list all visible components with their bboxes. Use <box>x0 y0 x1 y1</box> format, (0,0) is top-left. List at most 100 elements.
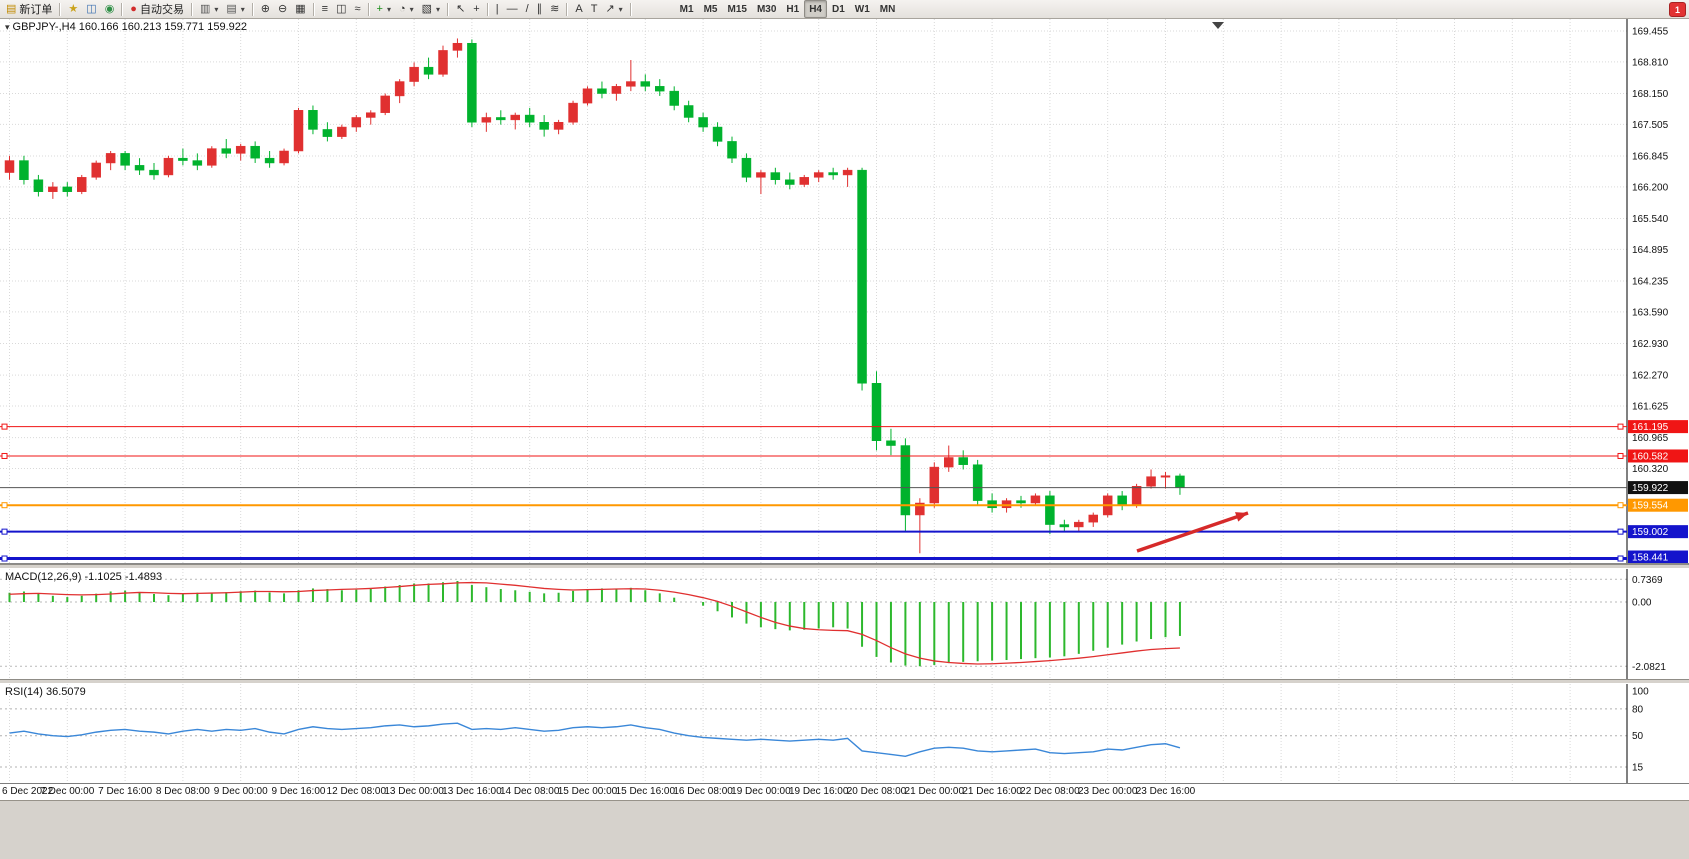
time-label: 22 Dec 08:00 <box>1020 786 1080 797</box>
dropdown-arrow-icon[interactable]: ▾ <box>436 4 441 14</box>
price-tag <box>1628 449 1688 463</box>
time-label: 21 Dec 00:00 <box>904 786 965 797</box>
data-window-button[interactable]: ◫ <box>82 0 100 18</box>
zoom-in-button[interactable]: ⊕ <box>257 0 274 18</box>
time-label: 23 Dec 16:00 <box>1135 786 1196 797</box>
indicators-icon: + <box>376 2 383 15</box>
time-label: 9 Dec 16:00 <box>271 786 326 797</box>
timeframe-h1[interactable]: H1 <box>786 3 800 15</box>
horizontal-line-button[interactable]: — <box>503 0 522 18</box>
text-icon: A <box>575 2 583 15</box>
line-chart-icon: ≈ <box>354 2 361 15</box>
svg-text:159.002: 159.002 <box>1632 527 1669 538</box>
timeframe-m15[interactable]: M15 <box>727 3 747 15</box>
toolbar-separator <box>367 2 370 16</box>
zoom-out-button[interactable]: ⊖ <box>274 0 291 18</box>
timeframe-mn[interactable]: MN <box>879 3 896 15</box>
svg-text:-2.0821: -2.0821 <box>1632 662 1666 673</box>
text-label-button[interactable]: T <box>587 0 602 18</box>
panel-splitter[interactable] <box>0 679 1689 684</box>
new-order-button[interactable]: ▤ 新订单 <box>2 0 56 18</box>
dropdown-arrow-icon[interactable]: ▾ <box>214 4 219 14</box>
periods-icon: ◔ <box>398 2 406 15</box>
timeframe-h4[interactable]: H4 <box>804 0 827 18</box>
trend-arrow[interactable] <box>1136 511 1249 553</box>
crosshair-button[interactable]: + <box>469 0 483 18</box>
cursor-button[interactable]: ↖ <box>452 0 469 18</box>
crosshair-icon: + <box>473 2 480 15</box>
toolbar-separator <box>190 2 193 16</box>
timeframe-m30[interactable]: M30 <box>756 3 777 15</box>
toolbar-separator <box>566 2 569 16</box>
horizontal-lines[interactable]: 161.195 160.582 159.922 159.554 159.002 158.4… <box>0 420 1688 564</box>
tile-windows-button[interactable]: ▦ <box>291 0 309 18</box>
horizontal-line-icon: — <box>506 2 518 15</box>
toolbar-separator <box>59 2 62 16</box>
bar-chart-button[interactable]: ≡ <box>318 0 332 18</box>
svg-text:159.554: 159.554 <box>1632 501 1669 512</box>
trendline-icon: / <box>525 2 529 15</box>
zoom-out-icon: ⊖ <box>278 2 288 15</box>
dropdown-arrow-icon[interactable]: ▾ <box>386 4 391 14</box>
templates-icon: ▧ <box>421 2 433 15</box>
fibonacci-button[interactable]: ≋ <box>546 0 563 18</box>
arrows-button[interactable]: ↗ ▾ <box>601 0 626 18</box>
timeframe-m1[interactable]: M1 <box>679 3 694 15</box>
svg-text:162.270: 162.270 <box>1632 371 1669 382</box>
navigator-button[interactable]: ◉ <box>101 0 119 18</box>
arrows-icon: ↗ <box>605 2 615 15</box>
toolbar-buttons: ▤ 新订单 ★ ◫ ◉ ● 自动交易 ▥ ▾ ▤ ▾ ⊕ ⊖ ▦ ≡ ◫ ≈ + ▾ ◔ ▾ ▧ ▾ ↖ + | — / ∥ ≋ A T ↗ ▾ <box>2 0 635 18</box>
trendline-button[interactable]: / <box>522 0 533 18</box>
notification-badge[interactable]: 1 <box>1669 2 1686 17</box>
indicators-button[interactable]: + ▾ <box>373 0 395 18</box>
svg-text:163.590: 163.590 <box>1632 307 1669 318</box>
profiles-button[interactable]: ▤ ▾ <box>222 0 248 18</box>
price-tag <box>1628 550 1688 564</box>
macd-panel: 0.7369 0.00 -2.0821 MACD(12,26,9) -1.1025 … <box>0 569 1689 679</box>
price-chart-panel: 169.455 168.810 168.150 167.505 166.845 166.2… <box>0 19 1689 564</box>
text-button[interactable]: A <box>571 0 586 18</box>
vertical-line-button[interactable]: | <box>492 0 503 18</box>
svg-text:100: 100 <box>1632 687 1649 698</box>
panel-splitter[interactable] <box>0 564 1689 569</box>
timeframe-m5[interactable]: M5 <box>703 3 718 15</box>
toolbar: ▤ 新订单 ★ ◫ ◉ ● 自动交易 ▥ ▾ ▤ ▾ ⊕ ⊖ ▦ ≡ ◫ ≈ + ▾ ◔ ▾ ▧ ▾ ↖ + | — / ∥ ≋ A T ↗ ▾ … <box>0 0 1689 19</box>
svg-text:169.455: 169.455 <box>1632 27 1669 38</box>
toolbar-separator <box>312 2 315 16</box>
templates-button[interactable]: ▧ ▾ <box>418 0 444 18</box>
grid <box>0 19 1627 564</box>
new-order-icon: ▤ <box>6 2 17 15</box>
dropdown-arrow-icon[interactable]: ▾ <box>618 4 623 14</box>
symbol-ohlc-line: ▾ GBPJPY-,H4 160.166 160.213 159.771 159.… <box>5 21 247 33</box>
timeframe-d1[interactable]: D1 <box>831 3 845 15</box>
rsi-chart[interactable]: 100 80 50 15 <box>0 684 1689 783</box>
data-window-icon: ◫ <box>86 2 97 15</box>
new-chart-button[interactable]: ▥ ▾ <box>196 0 222 18</box>
svg-text:159.922: 159.922 <box>1632 483 1669 494</box>
macd-signal-line <box>9 581 1180 665</box>
one-click-trading-toggle-icon[interactable]: ▾ <box>5 22 10 32</box>
dropdown-arrow-icon[interactable]: ▾ <box>240 4 245 14</box>
price-chart[interactable]: 169.455 168.810 168.150 167.505 166.845 166.2… <box>0 19 1689 564</box>
line-chart-button[interactable]: ≈ <box>350 0 364 18</box>
channel-button[interactable]: ∥ <box>533 0 547 18</box>
time-label: 19 Dec 16:00 <box>788 786 849 797</box>
timeframe-w1[interactable]: W1 <box>854 3 870 15</box>
svg-text:162.930: 162.930 <box>1632 339 1669 350</box>
time-label: 9 Dec 00:00 <box>213 786 268 797</box>
time-label: 15 Dec 00:00 <box>557 786 618 797</box>
auto-trading-icon: ● <box>130 2 137 15</box>
vertical-line-icon: | <box>495 2 499 15</box>
auto-trading-button[interactable]: ● 自动交易 <box>126 0 188 18</box>
dropdown-arrow-icon[interactable]: ▾ <box>409 4 414 14</box>
svg-text:160.320: 160.320 <box>1632 464 1669 475</box>
candles <box>4 38 1185 554</box>
macd-chart[interactable]: 0.7369 0.00 -2.0821 <box>0 569 1689 679</box>
time-label: 13 Dec 16:00 <box>442 786 502 797</box>
market-watch-button[interactable]: ★ <box>64 0 82 18</box>
svg-text:0.00: 0.00 <box>1632 598 1652 609</box>
periods-button[interactable]: ◔ ▾ <box>395 0 418 18</box>
time-label: 7 Dec 16:00 <box>98 786 153 797</box>
svg-text:80: 80 <box>1632 704 1644 715</box>
candlestick-chart-button[interactable]: ◫ <box>332 0 350 18</box>
